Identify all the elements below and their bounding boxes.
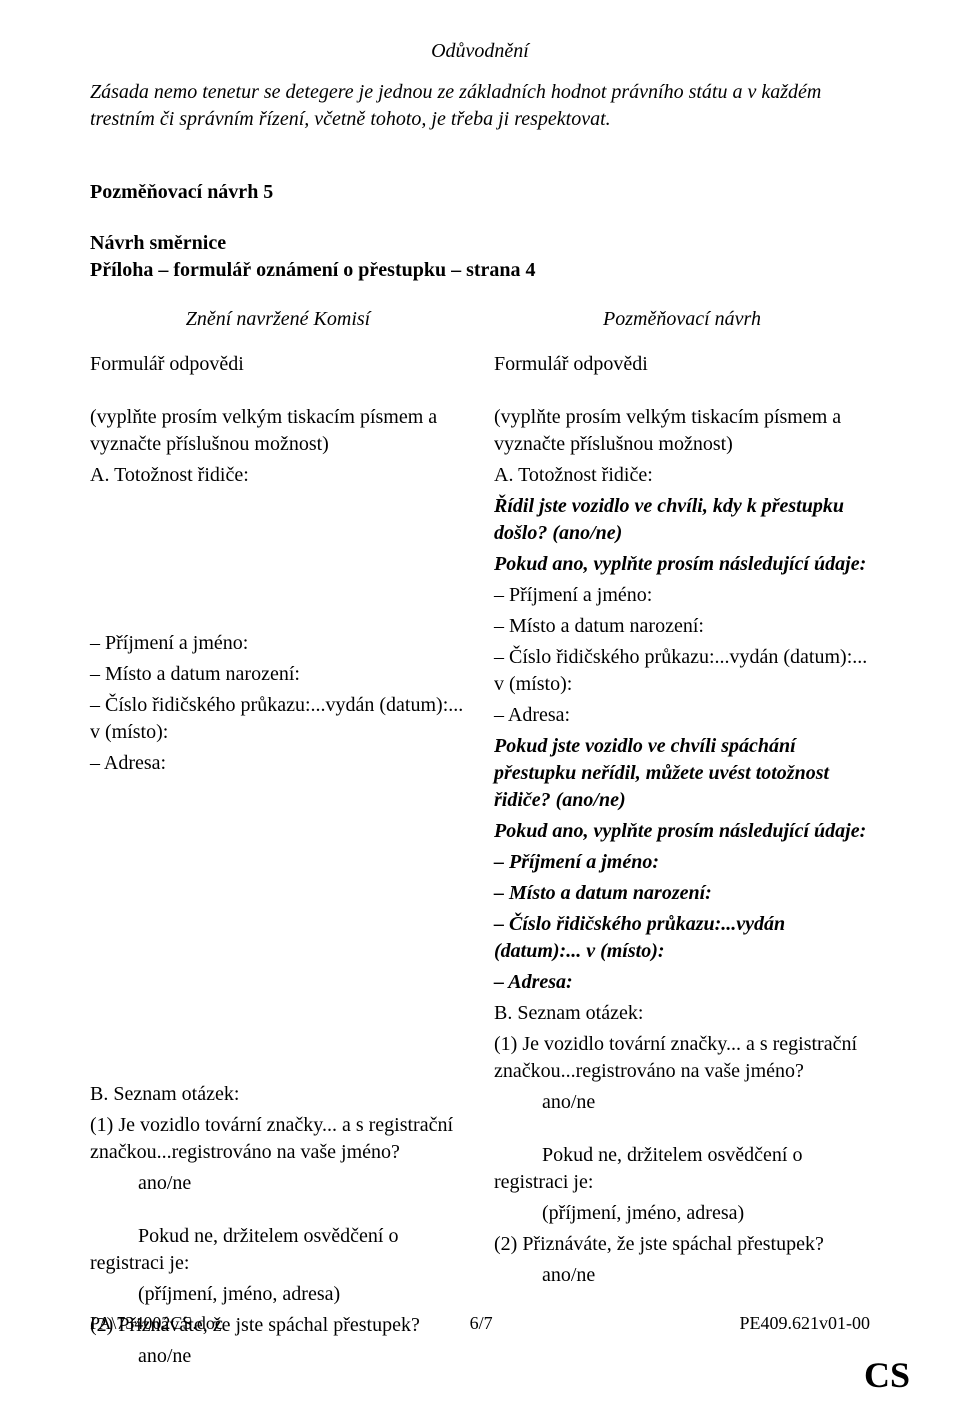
footer-left: PA\734002CS.doc [90, 1313, 223, 1334]
two-column-layout: Znění navržené Komisí Formulář odpovědi … [90, 306, 870, 1374]
right-reply-form: Formulář odpovědi [494, 351, 870, 378]
right-drove-question: Řídil jste vozidlo ve chvíli, kdy k přes… [494, 493, 870, 547]
right-licence: – Číslo řidičského průkazu:...vydán (dat… [494, 644, 870, 698]
right-ifyes-1: Pokud ano, vyplňte prosím následující úd… [494, 551, 870, 578]
page-footer: PA\734002CS.doc 6/7 PE409.621v01-00 [90, 1313, 870, 1334]
left-q1: (1) Je vozidlo tovární značky... a s reg… [90, 1112, 466, 1166]
left-surname: – Příjmení a jméno: [90, 630, 466, 657]
left-birth: – Místo a datum narození: [90, 661, 466, 688]
left-fill-in: (vyplňte prosím velkým tiskacím písmem a… [90, 404, 466, 458]
amendment-sub2: Příloha – formulář oznámení o přestupku … [90, 257, 870, 284]
right-not-drove: Pokud jste vozidlo ve chvíli spáchání př… [494, 733, 870, 814]
justification-title: Odůvodnění [90, 40, 870, 63]
footer-lang: CS [864, 1354, 910, 1396]
right-yesno2: ano/ne [494, 1262, 870, 1289]
right-birth2: – Místo a datum narození: [494, 880, 870, 907]
left-ifnot: Pokud ne, držitelem osvědčení o registra… [90, 1223, 466, 1277]
right-birth: – Místo a datum narození: [494, 613, 870, 640]
right-holder: (příjmení, jméno, adresa) [494, 1200, 870, 1227]
left-yesno1: ano/ne [90, 1170, 466, 1197]
page: Odůvodnění Zásada nemo tenetur se detege… [0, 0, 960, 1414]
left-yesno2: ano/ne [90, 1343, 466, 1370]
left-licence: – Číslo řidičského průkazu:...vydán (dat… [90, 692, 466, 746]
right-ifnot: Pokud ne, držitelem osvědčení o registra… [494, 1142, 870, 1196]
footer-center: 6/7 [470, 1313, 493, 1334]
right-column: Pozměňovací návrh Formulář odpovědi (vyp… [494, 306, 870, 1374]
right-yesno1: ano/ne [494, 1089, 870, 1116]
left-address: – Adresa: [90, 750, 466, 777]
left-align-spacer-1 [90, 493, 466, 630]
left-column-head: Znění navržené Komisí [90, 306, 466, 333]
left-align-spacer-2 [90, 781, 466, 1081]
left-holder: (příjmení, jméno, adresa) [90, 1281, 466, 1308]
right-ifyes-2: Pokud ano, vyplňte prosím následující úd… [494, 818, 870, 845]
left-identity: A. Totožnost řidiče: [90, 462, 466, 489]
left-questions: B. Seznam otázek: [90, 1081, 466, 1108]
left-column: Znění navržené Komisí Formulář odpovědi … [90, 306, 466, 1374]
right-address2: – Adresa: [494, 969, 870, 996]
right-q2: (2) Přiznáváte, že jste spáchal přestupe… [494, 1231, 870, 1258]
right-fill-in: (vyplňte prosím velkým tiskacím písmem a… [494, 404, 870, 458]
amendment-sub1: Návrh směrnice [90, 230, 870, 257]
left-reply-form: Formulář odpovědi [90, 351, 466, 378]
footer-right: PE409.621v01-00 [739, 1313, 870, 1334]
justification-body: Zásada nemo tenetur se detegere je jedno… [90, 79, 870, 133]
right-address: – Adresa: [494, 702, 870, 729]
right-identity: A. Totožnost řidiče: [494, 462, 870, 489]
right-licence2: – Číslo řidičského průkazu:...vydán (dat… [494, 911, 870, 965]
amendment-number: Pozměňovací návrh 5 [90, 181, 870, 204]
right-column-head: Pozměňovací návrh [494, 306, 870, 333]
right-questions: B. Seznam otázek: [494, 1000, 870, 1027]
right-q1: (1) Je vozidlo tovární značky... a s reg… [494, 1031, 870, 1085]
right-surname2: – Příjmení a jméno: [494, 849, 870, 876]
right-surname: – Příjmení a jméno: [494, 582, 870, 609]
